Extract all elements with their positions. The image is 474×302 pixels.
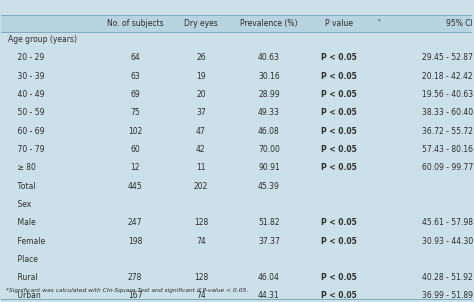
Text: P value: P value [325,19,353,27]
Text: ≥ 80: ≥ 80 [9,163,36,172]
Text: 75: 75 [130,108,140,117]
Text: Place: Place [9,255,38,264]
Text: 128: 128 [194,218,208,227]
Text: P < 0.05: P < 0.05 [321,127,357,136]
Text: 60 - 69: 60 - 69 [9,127,45,136]
Text: 36.72 - 55.72: 36.72 - 55.72 [422,127,473,136]
Text: Dry eyes: Dry eyes [184,19,218,27]
Text: Sex: Sex [9,200,32,209]
Text: 128: 128 [194,273,208,282]
Text: 60: 60 [130,145,140,154]
Text: *: * [377,19,380,24]
Text: 49.33: 49.33 [258,108,280,117]
Text: 90.91: 90.91 [258,163,280,172]
Text: 20: 20 [196,90,206,99]
Text: 12: 12 [130,163,140,172]
Text: 26: 26 [196,53,206,63]
Text: 30 - 39: 30 - 39 [9,72,45,81]
Text: 60.09 - 99.77: 60.09 - 99.77 [422,163,473,172]
Text: Male: Male [9,218,36,227]
Text: P < 0.05: P < 0.05 [321,273,357,282]
Text: 70.00: 70.00 [258,145,280,154]
Text: Total: Total [9,182,36,191]
Text: 45.39: 45.39 [258,182,280,191]
Text: Urban: Urban [9,291,41,300]
Text: 30.93 - 44.30: 30.93 - 44.30 [422,236,473,246]
Text: 102: 102 [128,127,142,136]
Text: 11: 11 [196,163,206,172]
Text: P < 0.05: P < 0.05 [321,72,357,81]
Text: *Significant was calculated with Chi-Square Test and significant if P-value < 0.: *Significant was calculated with Chi-Squ… [6,288,248,293]
Text: 278: 278 [128,273,142,282]
Text: Prevalence (%): Prevalence (%) [240,19,298,27]
Text: P < 0.05: P < 0.05 [321,90,357,99]
Text: 51.82: 51.82 [258,218,280,227]
Text: 40.28 - 51.92: 40.28 - 51.92 [422,273,473,282]
Text: 19.56 - 40.63: 19.56 - 40.63 [422,90,473,99]
Text: 37.37: 37.37 [258,236,280,246]
Text: 167: 167 [128,291,142,300]
Text: 63: 63 [130,72,140,81]
Text: 20.18 - 42.42: 20.18 - 42.42 [422,72,473,81]
Text: 20 - 29: 20 - 29 [9,53,45,63]
Text: Rural: Rural [9,273,38,282]
Text: 198: 198 [128,236,142,246]
Text: 57.43 - 80.16: 57.43 - 80.16 [422,145,473,154]
Text: No. of subjects: No. of subjects [107,19,164,27]
Text: 45.61 - 57.98: 45.61 - 57.98 [422,218,473,227]
Text: 42: 42 [196,145,206,154]
Text: 445: 445 [128,182,143,191]
Text: 44.31: 44.31 [258,291,280,300]
Text: 19: 19 [196,72,206,81]
Text: 74: 74 [196,291,206,300]
Text: 64: 64 [130,53,140,63]
Text: P < 0.05: P < 0.05 [321,236,357,246]
Text: 247: 247 [128,218,142,227]
Text: P < 0.05: P < 0.05 [321,163,357,172]
Text: P < 0.05: P < 0.05 [321,53,357,63]
Text: 36.99 - 51.89: 36.99 - 51.89 [422,291,473,300]
Text: 74: 74 [196,236,206,246]
Text: 50 - 59: 50 - 59 [9,108,45,117]
Text: P < 0.05: P < 0.05 [321,108,357,117]
Text: 70 - 79: 70 - 79 [9,145,45,154]
Text: Age group (years): Age group (years) [9,35,77,44]
Text: 95% CI: 95% CI [447,19,473,27]
FancyBboxPatch shape [1,15,471,32]
Text: 46.04: 46.04 [258,273,280,282]
Text: 40 - 49: 40 - 49 [9,90,45,99]
Text: 30.16: 30.16 [258,72,280,81]
Text: 29.45 - 52.87: 29.45 - 52.87 [422,53,473,63]
Text: P < 0.05: P < 0.05 [321,291,357,300]
Text: Female: Female [9,236,46,246]
Text: 28.99: 28.99 [258,90,280,99]
Text: 69: 69 [130,90,140,99]
Text: P < 0.05: P < 0.05 [321,218,357,227]
Text: 37: 37 [196,108,206,117]
Text: 47: 47 [196,127,206,136]
Text: 46.08: 46.08 [258,127,280,136]
Text: 38.33 - 60.40: 38.33 - 60.40 [422,108,473,117]
Text: 202: 202 [194,182,208,191]
Text: P < 0.05: P < 0.05 [321,145,357,154]
Text: 40.63: 40.63 [258,53,280,63]
